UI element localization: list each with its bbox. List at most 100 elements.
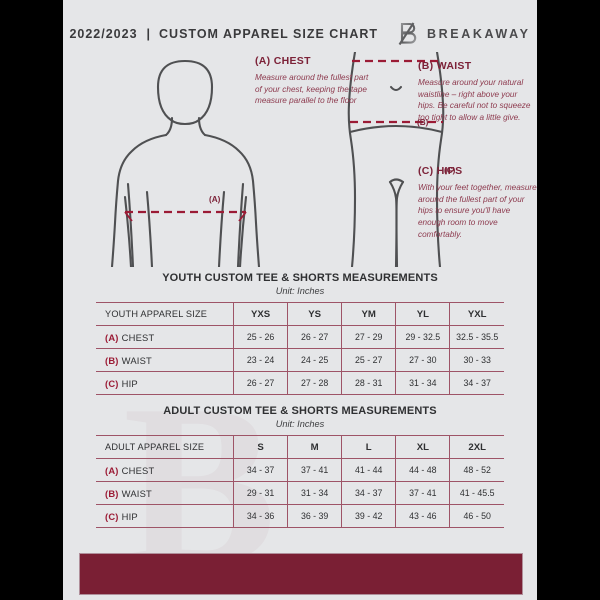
- callout-hips-title: (C) HIPS: [418, 165, 463, 177]
- adult-chest-2xl: 48 - 52: [449, 458, 504, 482]
- table-row: (C) HIP 26 - 27 27 - 28 28 - 31 31 - 34 3…: [96, 371, 504, 395]
- youth-hip-yxs: 26 - 27: [233, 371, 289, 395]
- column-header-2xl: 2XL: [449, 435, 504, 459]
- adult-chest-xl: 44 - 48: [395, 458, 451, 482]
- brand-lockup: BREAKAWAY: [396, 21, 531, 47]
- callout-hips-body: With your feet together, measure around …: [418, 183, 537, 239]
- column-header-ys: YS: [287, 302, 343, 326]
- row-key: (C): [105, 377, 119, 389]
- youth-hip-ym: 28 - 31: [341, 371, 397, 395]
- adult-chest-l: 41 - 44: [341, 458, 397, 482]
- header-separator: |: [146, 27, 151, 41]
- adult-size-table: ADULT APPAREL SIZE S M L XL 2XL (A) CHEST…: [96, 435, 504, 528]
- callout-chest-body: Measure around the fullest part of your …: [255, 73, 369, 106]
- table-row: (A) CHEST 34 - 37 37 - 41 41 - 44 44 - 48…: [96, 458, 504, 482]
- row-label: HIP: [121, 510, 138, 522]
- youth-hip-yxl: 34 - 37: [449, 371, 504, 395]
- row-key: (A): [105, 331, 119, 343]
- column-header-yxl: YXL: [449, 302, 504, 326]
- chest-measure-line: [124, 210, 247, 222]
- row-label: CHEST: [121, 331, 155, 343]
- youth-waist-yl: 27 - 30: [395, 348, 451, 372]
- row-label: WAIST: [121, 354, 152, 366]
- adult-table-unit: Unit: Inches: [275, 419, 325, 429]
- adult-waist-s: 29 - 31: [233, 481, 289, 505]
- youth-waist-ym: 25 - 27: [341, 348, 397, 372]
- column-header-s: S: [233, 435, 289, 459]
- page-title: CUSTOM APPAREL SIZE CHART: [159, 27, 379, 41]
- header-season: 2022/2023: [69, 27, 138, 41]
- youth-waist-yxs: 23 - 24: [233, 348, 289, 372]
- page-header: 2022/2023 | CUSTOM APPAREL SIZE CHART: [63, 18, 537, 50]
- table-row: (C) HIP 34 - 36 36 - 39 39 - 42 43 - 46 4…: [96, 504, 504, 528]
- youth-row-hip-label: (C) HIP: [96, 371, 234, 395]
- youth-row-waist-label: (B) WAIST: [96, 348, 234, 372]
- column-header-yxs: YXS: [233, 302, 289, 326]
- column-header-m: M: [287, 435, 343, 459]
- table-header-row: YOUTH APPAREL SIZE YXS YS YM YL YXL: [96, 302, 504, 326]
- table-header-row: ADULT APPAREL SIZE S M L XL 2XL: [96, 435, 504, 459]
- table-row: (B) WAIST 23 - 24 24 - 25 25 - 27 27 - 30…: [96, 348, 504, 372]
- youth-chest-yl: 29 - 32.5: [395, 325, 451, 349]
- youth-chest-ys: 26 - 27: [287, 325, 343, 349]
- callout-waist: (B) WAIST Measure around your natural wa…: [418, 60, 536, 124]
- adult-hip-l: 39 - 42: [341, 504, 397, 528]
- row-key: (B): [105, 487, 119, 499]
- youth-waist-yxl: 30 - 33: [449, 348, 504, 372]
- column-header-l: L: [341, 435, 397, 459]
- adult-row-chest-label: (A) CHEST: [96, 458, 234, 482]
- adult-hip-2xl: 46 - 50: [449, 504, 504, 528]
- row-label: WAIST: [121, 487, 152, 499]
- column-header-yl: YL: [395, 302, 451, 326]
- row-label: HIP: [121, 377, 138, 389]
- adult-size-table-block: ADULT CUSTOM TEE & SHORTS MEASUREMENTS U…: [96, 405, 504, 528]
- adult-chest-s: 34 - 37: [233, 458, 289, 482]
- youth-table-unit: Unit: Inches: [275, 286, 325, 296]
- callout-hips: (C) HIPS With your feet together, measur…: [418, 165, 537, 240]
- marker-c: (C): [444, 166, 456, 175]
- adult-hip-s: 34 - 36: [233, 504, 289, 528]
- youth-row-chest-label: (A) CHEST: [96, 325, 234, 349]
- measurement-illustration: (A) (B) (C) (A) CHEST Measure around the…: [63, 52, 537, 267]
- brand-name: BREAKAWAY: [427, 27, 531, 41]
- footer-bar: [79, 553, 523, 595]
- adult-chest-m: 37 - 41: [287, 458, 343, 482]
- adult-waist-2xl: 41 - 45.5: [449, 481, 504, 505]
- breakaway-b-monogram-icon: [396, 21, 418, 47]
- callout-waist-body: Measure around your natural waistline – …: [418, 78, 531, 122]
- column-header-xl: XL: [395, 435, 451, 459]
- youth-waist-ys: 24 - 25: [287, 348, 343, 372]
- youth-table-title: YOUTH CUSTOM TEE & SHORTS MEASUREMENTS: [162, 272, 438, 284]
- table-row: (B) WAIST 29 - 31 31 - 34 34 - 37 37 - 41…: [96, 481, 504, 505]
- callout-waist-title: (B) WAIST: [418, 60, 472, 72]
- marker-a: (A): [209, 195, 221, 204]
- table-row: (A) CHEST 25 - 26 26 - 27 27 - 29 29 - 32…: [96, 325, 504, 349]
- youth-chest-yxs: 25 - 26: [233, 325, 289, 349]
- size-chart-page: B 2022/2023 | CUSTOM APPAREL SIZE CHART: [63, 0, 537, 600]
- adult-row-hip-label: (C) HIP: [96, 504, 234, 528]
- marker-b: (B): [417, 118, 429, 127]
- callout-chest-title: (A) CHEST: [255, 55, 311, 67]
- row-label: CHEST: [121, 464, 155, 476]
- youth-size-table-block: YOUTH CUSTOM TEE & SHORTS MEASUREMENTS U…: [96, 272, 504, 395]
- row-key: (C): [105, 510, 119, 522]
- callout-chest: (A) CHEST Measure around the fullest par…: [255, 55, 375, 107]
- adult-row-waist-label: (B) WAIST: [96, 481, 234, 505]
- youth-hip-yl: 31 - 34: [395, 371, 451, 395]
- row-key: (B): [105, 354, 119, 366]
- adult-hip-m: 36 - 39: [287, 504, 343, 528]
- youth-chest-ym: 27 - 29: [341, 325, 397, 349]
- adult-hip-xl: 43 - 46: [395, 504, 451, 528]
- youth-row-header: YOUTH APPAREL SIZE: [96, 302, 234, 326]
- body-figures-svg: [110, 52, 445, 267]
- youth-hip-ys: 27 - 28: [287, 371, 343, 395]
- youth-chest-yxl: 32.5 - 35.5: [449, 325, 504, 349]
- adult-waist-m: 31 - 34: [287, 481, 343, 505]
- adult-row-header: ADULT APPAREL SIZE: [96, 435, 234, 459]
- row-key: (A): [105, 464, 119, 476]
- youth-size-table: YOUTH APPAREL SIZE YXS YS YM YL YXL (A) C…: [96, 302, 504, 395]
- adult-waist-xl: 37 - 41: [395, 481, 451, 505]
- adult-table-title: ADULT CUSTOM TEE & SHORTS MEASUREMENTS: [163, 405, 437, 417]
- adult-waist-l: 34 - 37: [341, 481, 397, 505]
- column-header-ym: YM: [341, 302, 397, 326]
